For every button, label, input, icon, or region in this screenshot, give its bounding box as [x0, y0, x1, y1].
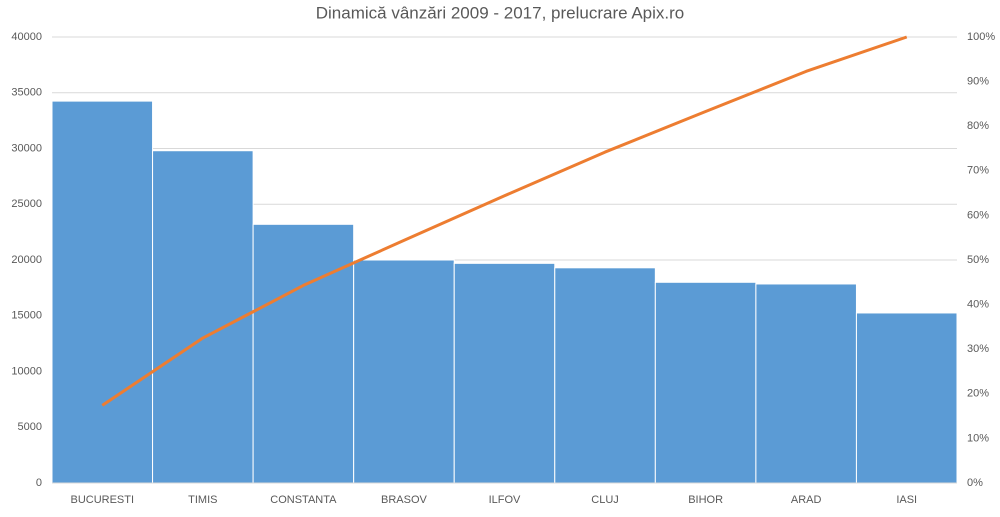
bar	[51, 100, 154, 484]
bar	[252, 223, 355, 484]
y2-tick-label: 10%	[967, 432, 989, 444]
y-tick-label: 35000	[11, 87, 42, 99]
bar	[353, 259, 455, 484]
y-tick-label: 5000	[18, 421, 42, 433]
bar	[855, 312, 958, 484]
y-tick-label: 40000	[11, 31, 42, 43]
bar	[654, 281, 757, 484]
y2-tick-label: 0%	[967, 477, 983, 489]
bar	[755, 283, 857, 484]
bar	[453, 262, 556, 484]
x-tick-label: TIMIS	[188, 494, 217, 506]
x-tick-label: BUCURESTI	[70, 494, 134, 506]
x-tick-label: ARAD	[791, 494, 822, 506]
y2-tick-label: 80%	[967, 120, 989, 132]
bar	[554, 267, 656, 484]
y2-tick-label: 40%	[967, 299, 989, 311]
cumulative-line	[101, 35, 908, 407]
chart-title: Dinamică vânzări 2009 - 2017, prelucrare…	[316, 3, 685, 22]
y-tick-label: 10000	[11, 365, 42, 377]
x-tick-label: ILFOV	[489, 494, 521, 506]
y2-tick-label: 100%	[967, 31, 995, 43]
y-tick-label: 30000	[11, 142, 42, 154]
y2-tick-label: 60%	[967, 209, 989, 221]
y-tick-label: 20000	[11, 254, 42, 266]
y2-tick-label: 50%	[967, 254, 989, 266]
y-tick-label: 0	[36, 477, 42, 489]
bar	[152, 150, 254, 484]
x-tick-label: CLUJ	[591, 494, 619, 506]
x-tick-label: BRASOV	[381, 494, 428, 506]
y2-tick-label: 70%	[967, 165, 989, 177]
y2-tick-label: 90%	[967, 76, 989, 88]
x-tick-label: IASI	[896, 494, 917, 506]
y2-tick-label: 30%	[967, 343, 989, 355]
y-tick-label: 15000	[11, 310, 42, 322]
x-tick-label: BIHOR	[688, 494, 723, 506]
y2-tick-label: 20%	[967, 388, 989, 400]
x-tick-label: CONSTANTA	[270, 494, 337, 506]
y-tick-label: 25000	[11, 198, 42, 210]
